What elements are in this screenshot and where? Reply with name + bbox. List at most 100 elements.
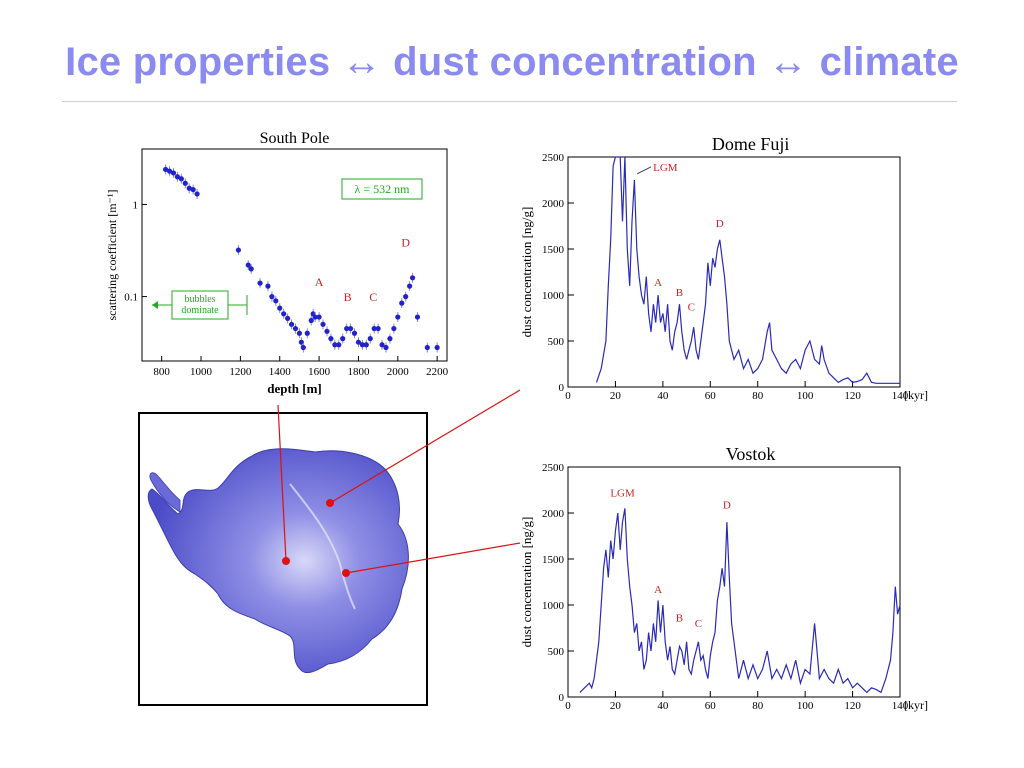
data-point	[296, 330, 303, 336]
x-tick-label: 0	[565, 390, 571, 402]
data-point	[163, 166, 169, 173]
antarctica-map-icon	[147, 448, 409, 674]
data-point	[414, 314, 421, 320]
event-label: A	[654, 277, 662, 289]
y-tick-label: 1500	[542, 554, 565, 566]
x-tick-label: 80	[752, 390, 764, 402]
data-point	[336, 342, 342, 348]
chart-title: Dome Fuji	[712, 134, 790, 154]
x-tick-label: 1600	[308, 366, 331, 378]
data-point	[308, 317, 314, 324]
antarctica-landmass	[147, 448, 409, 674]
x-tick-label: 2200	[426, 366, 449, 378]
x-axis-unit: [kyr]	[904, 388, 928, 402]
dome-fuji-chart-svg: Dome Fuji 0 20 40 60 80 100 120 140[kyr] 0 500 1000…	[519, 134, 928, 402]
lgm-arrow	[636, 166, 652, 175]
plot-frame	[141, 148, 448, 362]
data-point	[166, 168, 173, 174]
data-point	[344, 325, 350, 332]
data-point	[399, 300, 405, 306]
data-point	[367, 336, 373, 342]
data-point	[178, 176, 184, 182]
y-tick-label: 2500	[542, 152, 565, 164]
data-point	[292, 325, 299, 332]
data-point	[298, 339, 304, 345]
x-tick-label: 100	[797, 390, 814, 402]
event-label: B	[344, 290, 352, 304]
x-tick-label: 20	[610, 700, 622, 712]
x-tick-label: 60	[705, 390, 717, 402]
data-point	[391, 325, 397, 332]
event-label: A	[315, 275, 324, 289]
x-tick-label: 100	[797, 700, 814, 712]
y-tick-label: 2500	[542, 462, 565, 474]
data-point	[395, 314, 401, 320]
x-tick-label: 40	[657, 390, 669, 402]
data-point	[300, 344, 306, 351]
x-tick-label: 140	[892, 390, 909, 402]
y-axis-label: scattering coefficient [m⁻¹]	[105, 190, 119, 321]
x-tick-label: 120	[844, 700, 861, 712]
data-point	[312, 314, 318, 320]
data-point	[273, 298, 279, 304]
ice-ridge	[289, 483, 356, 610]
data-point	[186, 185, 192, 191]
event-label: LGM	[653, 162, 678, 174]
event-label: LGM	[610, 487, 635, 499]
data-point	[409, 275, 416, 281]
data-point	[248, 266, 254, 272]
south-pole-chart: South Pole 800 1000 1200 1400 1600 1800 2000 220…	[100, 125, 450, 405]
y-tick-label: 2000	[542, 508, 565, 520]
x-tick-label: 40	[657, 700, 669, 712]
data-point	[407, 283, 413, 289]
y-tick-label: 2000	[542, 198, 565, 210]
x-tick-label: 20	[610, 390, 622, 402]
vostok-chart-svg: Vostok 0 20 40 60 80 100 120 140[kyr] 0 500 1000 150…	[519, 444, 928, 712]
data-point	[257, 280, 263, 286]
data-point	[403, 294, 409, 300]
series-line	[595, 156, 900, 384]
data-point	[194, 191, 200, 197]
y-tick-label: 0	[559, 382, 565, 394]
event-label: A	[654, 584, 662, 596]
event-label: C	[369, 290, 377, 304]
data-point	[281, 311, 287, 317]
data-point	[371, 325, 377, 332]
x-tick-label: 800	[153, 366, 170, 378]
chart-title: Vostok	[726, 444, 776, 464]
data-point	[320, 321, 326, 327]
y-tick-label: 500	[548, 336, 565, 348]
x-tick-label: 1800	[347, 366, 370, 378]
data-point	[328, 336, 334, 342]
data-point	[170, 170, 177, 176]
plot-frame	[567, 466, 901, 698]
event-label: B	[676, 613, 683, 625]
y-tick-label: 1	[133, 199, 139, 211]
x-tick-label: 120	[844, 390, 861, 402]
data-point	[269, 294, 275, 300]
data-point	[324, 328, 330, 334]
antarctica-peninsula	[149, 472, 181, 513]
data-point	[174, 174, 181, 180]
lambda-annotation-box	[341, 178, 423, 200]
data-point	[375, 325, 381, 332]
data-point	[235, 247, 242, 253]
slide-title: Ice properties ↔ dust concentration ↔ cl…	[65, 40, 959, 84]
plot-frame	[567, 156, 901, 388]
x-tick-label: 2000	[387, 366, 410, 378]
lambda-annotation: λ = 532 nm	[355, 182, 411, 196]
data-point	[363, 342, 369, 348]
data-point	[379, 342, 385, 348]
antarctica-map-panel	[138, 412, 428, 706]
event-label: D	[401, 235, 410, 249]
data-point	[277, 305, 283, 311]
event-label: C	[688, 302, 695, 314]
bubbles-arrowhead	[152, 301, 158, 309]
data-point	[355, 339, 362, 345]
x-tick-label: 60	[705, 700, 717, 712]
y-tick-label: 1000	[542, 290, 565, 302]
event-label: D	[716, 218, 724, 230]
data-point	[304, 330, 310, 336]
x-tick-label: 80	[752, 700, 764, 712]
data-point	[359, 342, 365, 348]
